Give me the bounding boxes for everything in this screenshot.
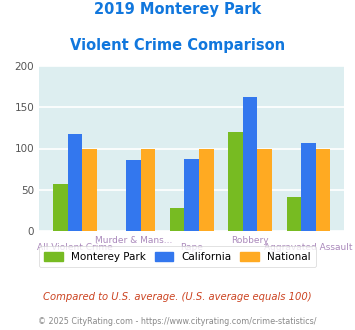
Bar — [301, 143, 316, 231]
Bar — [316, 148, 331, 231]
Bar — [126, 160, 141, 231]
Text: All Violent Crime: All Violent Crime — [37, 243, 113, 251]
Bar — [243, 97, 257, 231]
Bar — [257, 148, 272, 231]
Text: Robbery: Robbery — [231, 236, 269, 245]
Text: 2019 Monterey Park: 2019 Monterey Park — [94, 2, 261, 16]
Text: Compared to U.S. average. (U.S. average equals 100): Compared to U.S. average. (U.S. average … — [43, 292, 312, 302]
Bar — [199, 148, 214, 231]
Legend: Monterey Park, California, National: Monterey Park, California, National — [39, 247, 316, 267]
Text: © 2025 CityRating.com - https://www.cityrating.com/crime-statistics/: © 2025 CityRating.com - https://www.city… — [38, 317, 317, 326]
Bar — [170, 208, 184, 231]
Bar — [141, 148, 155, 231]
Bar — [184, 159, 199, 231]
Bar — [53, 184, 67, 231]
Bar — [286, 197, 301, 231]
Bar — [228, 132, 243, 231]
Text: Rape: Rape — [180, 243, 203, 251]
Text: Murder & Mans...: Murder & Mans... — [94, 236, 172, 245]
Bar — [67, 135, 82, 231]
Text: Aggravated Assault: Aggravated Assault — [264, 243, 353, 251]
Bar — [82, 148, 97, 231]
Text: Violent Crime Comparison: Violent Crime Comparison — [70, 38, 285, 53]
